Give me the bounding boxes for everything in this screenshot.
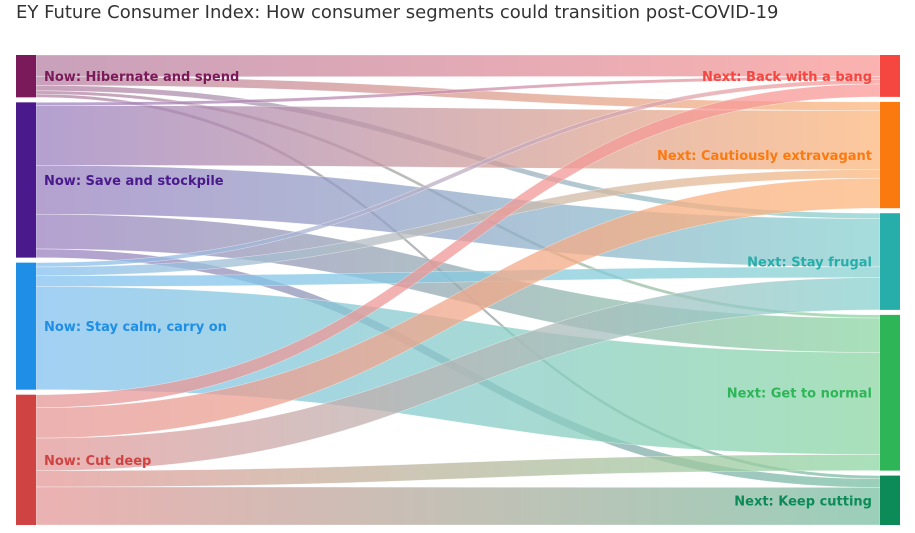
target-node-label: Next: Back with a bang bbox=[702, 70, 872, 85]
chart-title: EY Future Consumer Index: How consumer s… bbox=[16, 2, 779, 23]
flow-link[interactable] bbox=[35, 454, 881, 488]
source-node[interactable] bbox=[16, 262, 36, 390]
target-node[interactable] bbox=[880, 475, 900, 525]
target-node[interactable] bbox=[880, 55, 900, 97]
source-node-label: Now: Cut deep bbox=[44, 454, 151, 469]
target-node-label: Next: Get to normal bbox=[727, 387, 872, 402]
target-node[interactable] bbox=[880, 314, 900, 471]
target-node-label: Next: Stay frugal bbox=[747, 256, 872, 271]
source-node-label: Now: Save and stockpile bbox=[44, 174, 224, 189]
target-node[interactable] bbox=[880, 213, 900, 310]
target-node[interactable] bbox=[880, 101, 900, 209]
target-node-label: Next: Cautiously extravagant bbox=[657, 149, 872, 164]
source-node-label: Now: Hibernate and spend bbox=[44, 70, 239, 85]
flow-links bbox=[35, 54, 881, 526]
flow-link[interactable] bbox=[35, 277, 881, 471]
source-node-label: Now: Stay calm, carry on bbox=[44, 320, 227, 335]
source-node[interactable] bbox=[16, 102, 36, 258]
target-node-label: Next: Keep cutting bbox=[734, 494, 872, 509]
source-node[interactable] bbox=[16, 55, 36, 98]
source-node[interactable] bbox=[16, 394, 36, 525]
